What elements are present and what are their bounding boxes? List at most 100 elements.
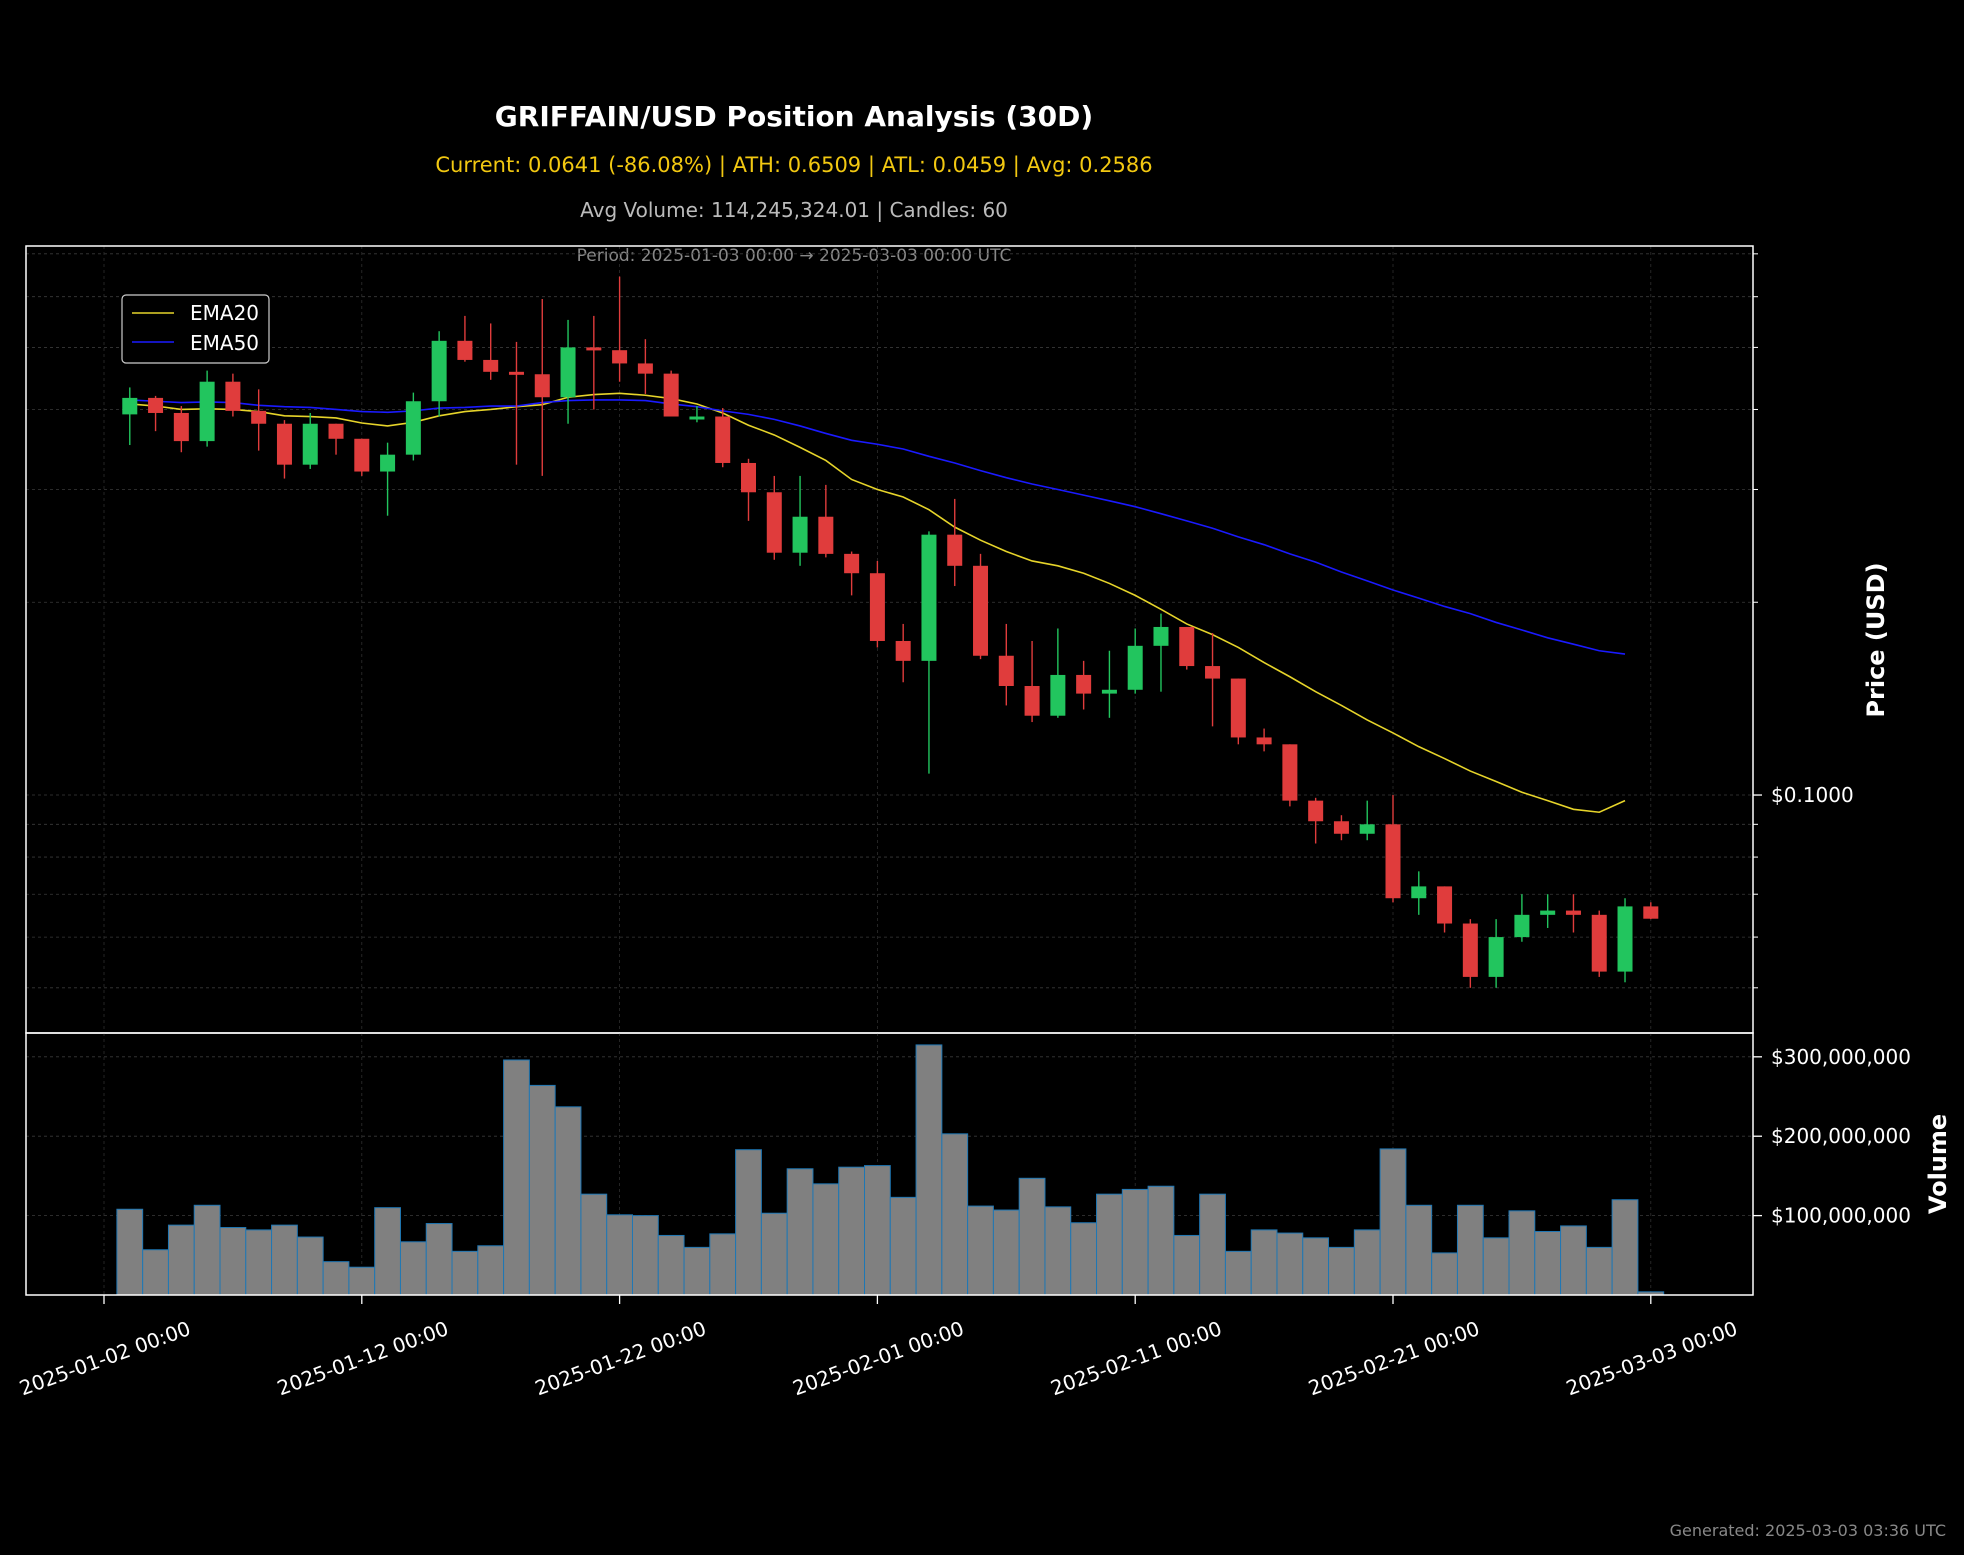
stats-line: Current: 0.0641 (-86.08%) | ATH: 0.6509 … — [435, 153, 1152, 178]
ema-lines — [129, 392, 1626, 814]
candle-body — [1540, 910, 1556, 915]
volume-axis: $100,000,000 $200,000,000 $300,000,000 — [1753, 1045, 1911, 1228]
candle-down — [1643, 902, 1659, 920]
volume-bar — [864, 1165, 891, 1296]
candle-body — [1101, 689, 1117, 694]
candle-body — [173, 412, 189, 442]
volume-bar — [167, 1224, 195, 1296]
candle-body — [560, 347, 576, 398]
candle-down — [457, 315, 473, 362]
ema-line-ema20 — [129, 392, 1626, 814]
volume-bar — [889, 1196, 917, 1296]
candle-body — [1462, 923, 1478, 977]
volume-bar — [1018, 1177, 1046, 1296]
candle-down — [1024, 640, 1040, 723]
candle-up — [689, 406, 705, 423]
volume-bar — [812, 1183, 840, 1296]
candle-body — [1565, 910, 1581, 915]
candle-down — [818, 484, 834, 558]
candle-down — [637, 339, 653, 394]
candle-down — [947, 498, 963, 587]
candle-body — [1359, 824, 1375, 834]
candle-body — [869, 573, 885, 641]
candle-body — [844, 553, 860, 574]
candle-down — [1308, 797, 1324, 844]
candle-body — [354, 438, 370, 472]
volume-bar — [477, 1245, 505, 1296]
candle-body — [998, 655, 1014, 686]
candle-body — [225, 381, 241, 411]
candle-down — [1565, 894, 1581, 933]
candle-up — [405, 392, 421, 461]
volume-bar — [1534, 1230, 1562, 1296]
volume-axis-label: Volume — [1924, 1114, 1952, 1214]
candle-body — [741, 462, 756, 493]
candle-body — [1179, 626, 1195, 667]
candle-up — [560, 319, 576, 424]
volume-bar — [1431, 1252, 1458, 1296]
candle-up — [1540, 894, 1556, 928]
volume-bar — [399, 1241, 427, 1296]
candle-down — [895, 623, 911, 683]
candle-down — [508, 341, 524, 465]
legend-box — [121, 294, 270, 364]
volume-bar — [1328, 1246, 1355, 1296]
candle-up — [1488, 919, 1504, 988]
volume-bar — [219, 1227, 247, 1296]
candle-body — [380, 454, 396, 472]
volume-bar — [580, 1193, 608, 1296]
candle-body — [973, 565, 989, 656]
candle-down — [1256, 728, 1272, 752]
candle-body — [1282, 744, 1298, 801]
candle-down — [844, 551, 860, 596]
candle-body — [148, 397, 164, 413]
candle-down — [973, 553, 989, 660]
candle-down — [1437, 886, 1453, 933]
volume-bar — [503, 1059, 530, 1296]
candle-down — [148, 395, 164, 432]
generated-timestamp: Generated: 2025-03-03 03:36 UTC — [1670, 1521, 1946, 1540]
candle-body — [1127, 645, 1143, 690]
candle-body — [1230, 678, 1246, 738]
candle-body — [1205, 666, 1221, 679]
volume-bars — [116, 1044, 1665, 1296]
candle-body — [1514, 914, 1530, 938]
candle-up — [1153, 613, 1169, 692]
legend: EMA20 EMA50 — [121, 294, 270, 364]
candle-body — [818, 516, 834, 554]
volume-bar — [271, 1224, 298, 1296]
volume-bar — [1353, 1229, 1381, 1296]
candle-body — [1617, 906, 1633, 972]
volume-bar — [425, 1223, 453, 1296]
price-axis: $0.1000 — [1753, 253, 1854, 989]
chart-title: GRIFFAIN/USD Position Analysis (30D) — [495, 100, 1093, 133]
candle-body — [1385, 824, 1401, 899]
volume-bar — [374, 1207, 401, 1296]
candle-down — [328, 423, 344, 455]
candle-body — [431, 340, 447, 402]
candle-body — [251, 410, 267, 424]
candle-body — [1076, 674, 1092, 694]
candle-body — [715, 416, 731, 463]
candle-up — [792, 475, 808, 566]
volume-panel-frame — [25, 1032, 1754, 1296]
volume-bar — [992, 1209, 1020, 1296]
volume-bar — [657, 1234, 685, 1296]
candle-body — [1591, 914, 1607, 972]
candle-body — [895, 640, 911, 661]
candle-body — [1643, 906, 1659, 919]
candle-body — [663, 373, 679, 417]
candle-body — [302, 423, 318, 465]
candle-body — [1024, 685, 1040, 716]
candle-body — [483, 359, 499, 372]
volume-bar — [1070, 1222, 1098, 1296]
candle-down — [1462, 919, 1478, 988]
volume-bar — [967, 1205, 994, 1296]
candle-body — [199, 381, 215, 442]
candle-body — [1488, 937, 1504, 977]
volume-bar — [1405, 1204, 1433, 1296]
candle-body — [637, 363, 653, 374]
volume-bar — [941, 1133, 969, 1296]
legend-ema20-label: EMA20 — [190, 301, 259, 325]
